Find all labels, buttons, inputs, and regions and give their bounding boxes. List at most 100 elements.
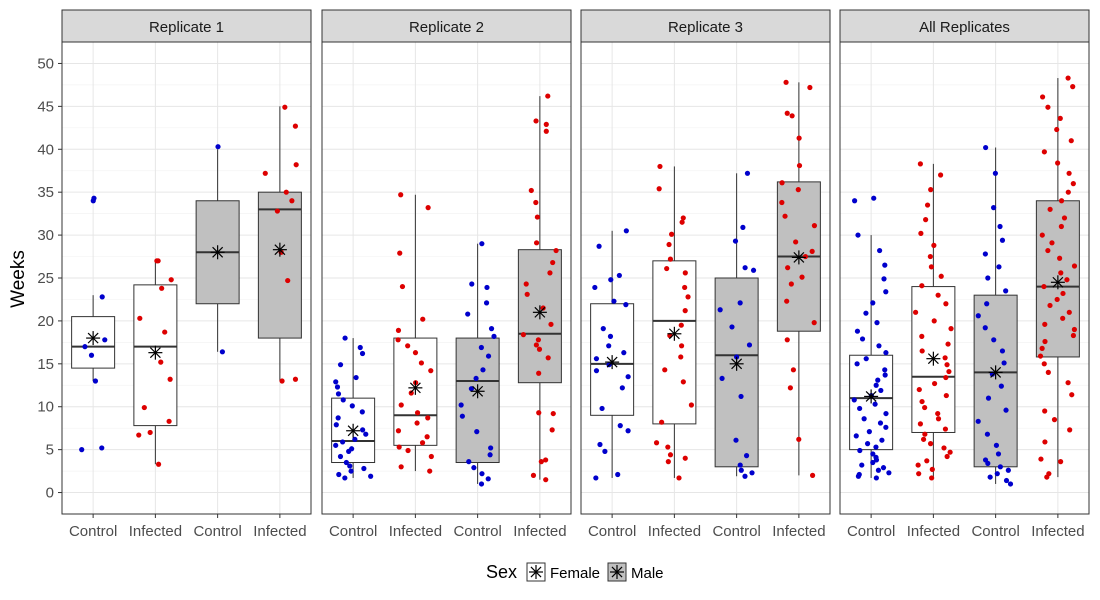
data-point (920, 436, 927, 442)
data-point (543, 457, 549, 463)
data-point (1065, 75, 1071, 81)
data-point (342, 335, 348, 341)
data-point (875, 377, 881, 383)
data-point (1069, 392, 1075, 398)
data-point (796, 135, 802, 141)
data-point (916, 386, 922, 393)
data-point (625, 374, 631, 380)
data-point (787, 385, 793, 391)
data-point (159, 285, 165, 291)
mean-marker (272, 242, 287, 257)
data-point (420, 316, 426, 322)
data-point (523, 281, 529, 287)
x-tick-label: Infected (1031, 523, 1084, 540)
data-point (625, 428, 631, 434)
data-point (855, 232, 861, 238)
data-point (1060, 315, 1066, 321)
data-point (982, 325, 988, 331)
data-point (883, 289, 889, 295)
data-point (737, 300, 743, 306)
mean-marker (605, 355, 620, 370)
data-point (917, 161, 923, 167)
y-tick-label: 50 (37, 55, 54, 72)
data-point (876, 343, 882, 349)
mean-marker (210, 245, 225, 260)
x-tick-label: Control (971, 523, 1019, 540)
data-point (999, 237, 1006, 243)
data-point (870, 459, 876, 466)
data-point (1039, 94, 1046, 100)
data-point (682, 455, 688, 461)
facet-panel: Replicate 1 Control Infected Control Infecte… (61, 9, 312, 540)
data-point (854, 328, 861, 334)
data-point (1037, 353, 1044, 359)
data-point (419, 440, 426, 446)
data-point (999, 348, 1006, 354)
data-point (1046, 471, 1052, 477)
data-point (665, 459, 671, 465)
data-point (480, 367, 486, 373)
data-point (334, 384, 341, 390)
data-point (854, 361, 860, 367)
data-point (990, 205, 997, 211)
data-point (880, 465, 887, 471)
facet-panel: All Replicates Control Infected Control Infe… (839, 9, 1090, 540)
data-point (478, 481, 485, 487)
data-point (809, 472, 816, 478)
data-point (685, 294, 691, 300)
data-point (923, 217, 929, 223)
mean-marker (86, 331, 101, 346)
data-point (359, 409, 365, 415)
data-point (1071, 263, 1078, 269)
data-point (428, 453, 434, 460)
data-point (732, 238, 739, 244)
data-point (136, 432, 142, 438)
data-point (749, 470, 755, 476)
data-point (162, 329, 168, 335)
data-point (779, 199, 785, 206)
data-point (922, 404, 928, 411)
data-point (399, 283, 406, 290)
data-point (1047, 206, 1053, 212)
data-point (997, 223, 1003, 230)
data-point (1003, 407, 1009, 413)
data-point (333, 442, 339, 448)
data-point (1007, 481, 1014, 487)
data-point (873, 475, 879, 481)
data-point (874, 320, 880, 326)
data-point (811, 223, 818, 229)
data-point (883, 350, 889, 356)
data-point (530, 472, 537, 478)
data-point (360, 427, 366, 433)
data-point (283, 189, 289, 195)
data-point (795, 187, 801, 193)
data-point (533, 118, 539, 124)
data-point (676, 475, 682, 481)
data-point (740, 224, 746, 230)
data-point (396, 444, 402, 450)
data-point (593, 368, 600, 374)
data-point (790, 367, 797, 373)
data-point (931, 380, 938, 387)
data-point (293, 162, 299, 168)
data-point (1070, 84, 1076, 90)
data-point (927, 253, 933, 260)
data-point (807, 84, 813, 91)
data-point (543, 121, 549, 127)
data-point (1041, 361, 1047, 367)
data-point (368, 473, 374, 479)
data-point (1042, 408, 1048, 414)
data-point (1066, 170, 1072, 176)
data-point (488, 326, 495, 332)
data-point (985, 395, 992, 401)
mean-marker (864, 389, 879, 404)
data-point (943, 301, 949, 307)
data-point (333, 422, 339, 428)
data-point (983, 144, 989, 151)
data-point (744, 170, 751, 176)
data-point (997, 464, 1003, 470)
data-point (1055, 160, 1061, 166)
data-point (882, 372, 888, 378)
data-point (871, 195, 877, 201)
facet-strip (839, 9, 1090, 43)
